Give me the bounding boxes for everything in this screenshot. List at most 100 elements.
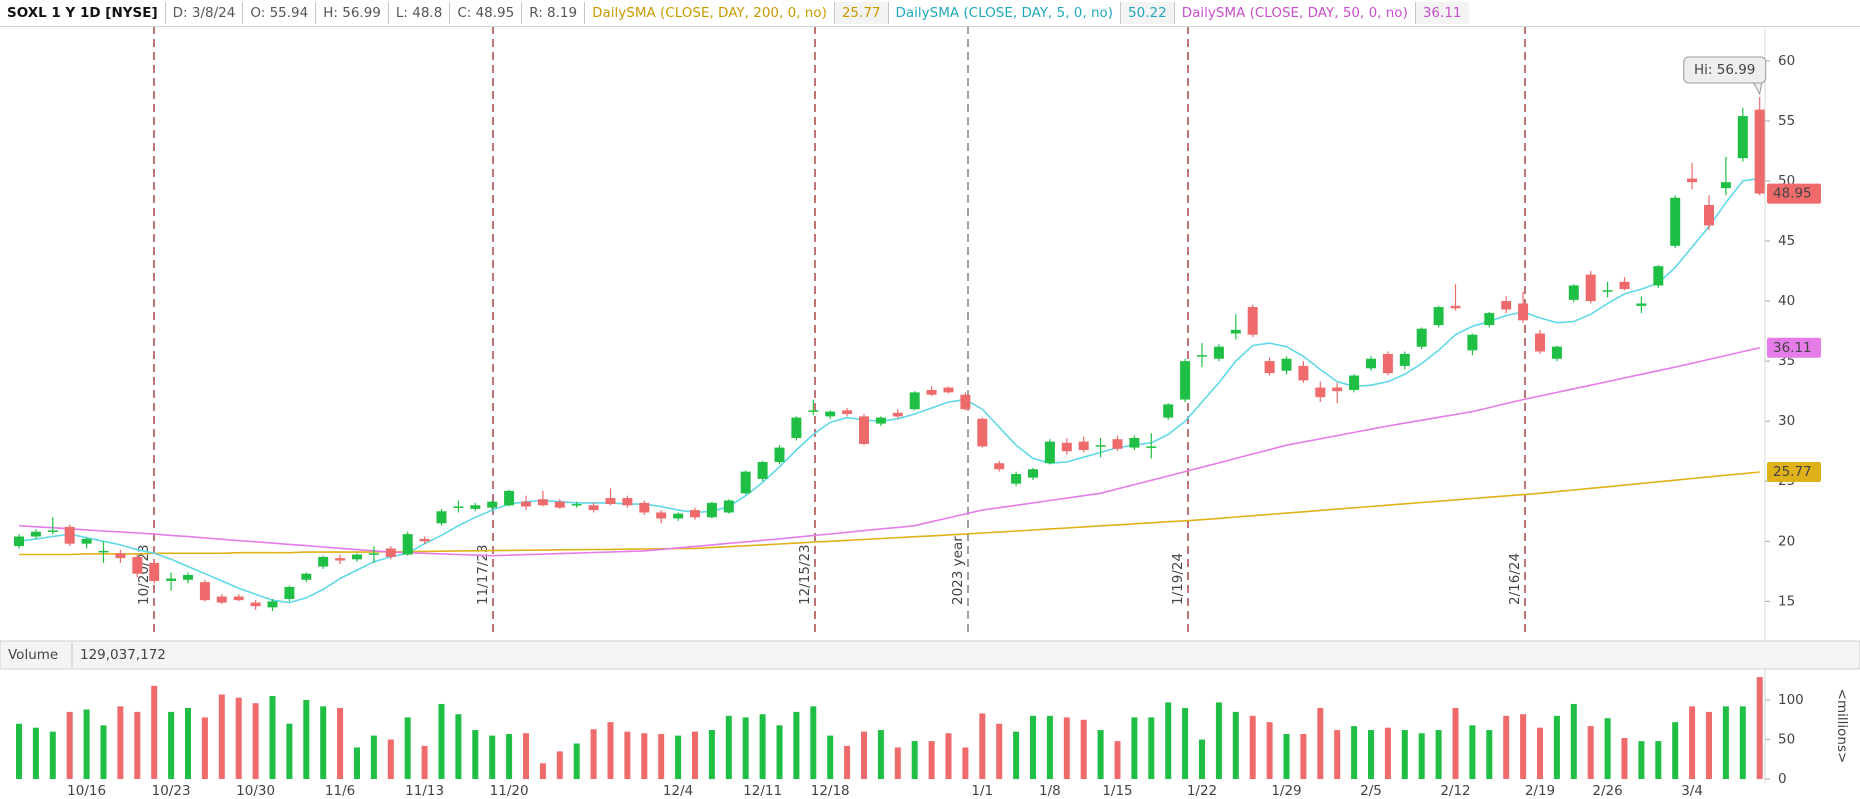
study-value: 36.11 <box>1414 2 1469 24</box>
x-tick-label: 2/5 <box>1360 783 1382 799</box>
candle-body <box>1433 307 1444 326</box>
candle-body <box>1281 358 1292 371</box>
volume-bar <box>911 741 918 780</box>
high-pointer <box>1752 82 1763 96</box>
candle-body <box>419 538 430 542</box>
volume-bar <box>1030 715 1036 780</box>
candle-body <box>1129 438 1140 448</box>
volume-bar <box>252 703 259 780</box>
volume-bar <box>1232 711 1239 780</box>
x-tick-label: 11/20 <box>490 783 529 799</box>
volume-bar <box>303 700 310 780</box>
volume-bar <box>1334 730 1341 780</box>
volume-bar <box>1655 741 1662 780</box>
candle-body <box>892 412 903 417</box>
volume-header <box>0 640 1860 670</box>
candle-body <box>132 556 143 574</box>
volume-bar <box>894 747 901 780</box>
candle-body <box>1636 303 1647 306</box>
volume-bar <box>1689 706 1696 780</box>
volume-bar <box>83 709 90 780</box>
candle-body <box>521 501 531 507</box>
volume-bar <box>725 715 732 780</box>
candle-body <box>267 601 278 608</box>
candle-body <box>1197 355 1207 357</box>
candle-body <box>47 530 58 532</box>
event-label: 2/16/24 <box>1507 553 1523 605</box>
event-label: 1/19/24 <box>1170 553 1186 605</box>
volume-bar <box>658 734 665 780</box>
volume-bar <box>438 703 445 780</box>
x-tick-label: 1/29 <box>1271 783 1301 799</box>
volume-bar <box>1063 717 1070 780</box>
volume-bar <box>1351 726 1358 780</box>
candle-body <box>284 586 295 599</box>
volume-tick-label: 100 <box>1778 692 1804 708</box>
volume-bar <box>1401 730 1408 780</box>
volume-bar <box>354 747 360 780</box>
candle-body <box>960 394 971 410</box>
candle-body <box>1602 290 1613 292</box>
readout: H: 56.99 <box>315 2 388 24</box>
candle-body <box>673 513 684 519</box>
volume-bar <box>1503 715 1510 780</box>
candle-body <box>1737 116 1748 159</box>
volume-bar <box>168 711 175 780</box>
price-badge-label: 48.95 <box>1773 186 1812 202</box>
volume-bar <box>1148 717 1155 780</box>
volume-bar <box>692 731 698 780</box>
volume-bar <box>759 714 766 780</box>
candle-body <box>825 411 836 417</box>
volume-bar <box>370 735 377 780</box>
volume-bar <box>1182 707 1189 780</box>
volume-bar <box>523 733 529 780</box>
x-tick-label: 12/11 <box>743 783 782 799</box>
candle-body <box>1619 281 1630 290</box>
volume-bar <box>962 747 969 780</box>
price-badge <box>1767 461 1821 482</box>
candle-body <box>1011 474 1022 484</box>
volume-bar <box>877 730 884 780</box>
volume-bar <box>1756 677 1763 780</box>
readout: O: 55.94 <box>242 2 315 24</box>
high-badge <box>1683 56 1767 84</box>
candle-body <box>537 499 548 506</box>
readout: L: 48.8 <box>387 2 449 24</box>
volume-bar <box>134 711 141 780</box>
candle-body <box>588 505 599 511</box>
candle-body <box>64 526 75 544</box>
candle-body <box>216 596 227 603</box>
volume-bar <box>1452 707 1459 780</box>
volume-bar <box>979 713 986 780</box>
candle-body <box>808 410 819 412</box>
candle-body <box>1332 387 1343 392</box>
y-tick-label: 45 <box>1778 233 1795 249</box>
candle-body <box>436 511 447 524</box>
volume-bar <box>573 743 580 780</box>
volume-bar <box>235 697 242 780</box>
y-tick-label: 20 <box>1778 533 1795 549</box>
candle-body <box>842 410 853 414</box>
candle-body <box>1095 445 1106 447</box>
candle-body <box>470 505 481 509</box>
candle-body <box>301 573 312 580</box>
candle-body <box>30 531 41 537</box>
high-badge-label: Hi: 56.99 <box>1694 62 1755 78</box>
volume-bar <box>793 711 800 780</box>
candle-body <box>690 510 700 518</box>
volume-bar <box>1080 719 1087 780</box>
study-name: DailySMA (CLOSE, DAY, 50, 0, no) <box>1173 2 1415 24</box>
volume-bar <box>151 685 158 780</box>
volume-bar <box>472 730 479 780</box>
volume-bar <box>1722 706 1729 780</box>
volume-bar <box>539 763 546 780</box>
volume-bar <box>945 733 952 780</box>
volume-bar <box>1013 731 1020 780</box>
candle-body <box>335 558 346 561</box>
candle-body <box>1399 353 1410 366</box>
candle-body <box>1028 469 1038 478</box>
volume-bar <box>827 735 834 780</box>
candle-body <box>791 417 802 439</box>
volume-bar <box>624 731 631 780</box>
